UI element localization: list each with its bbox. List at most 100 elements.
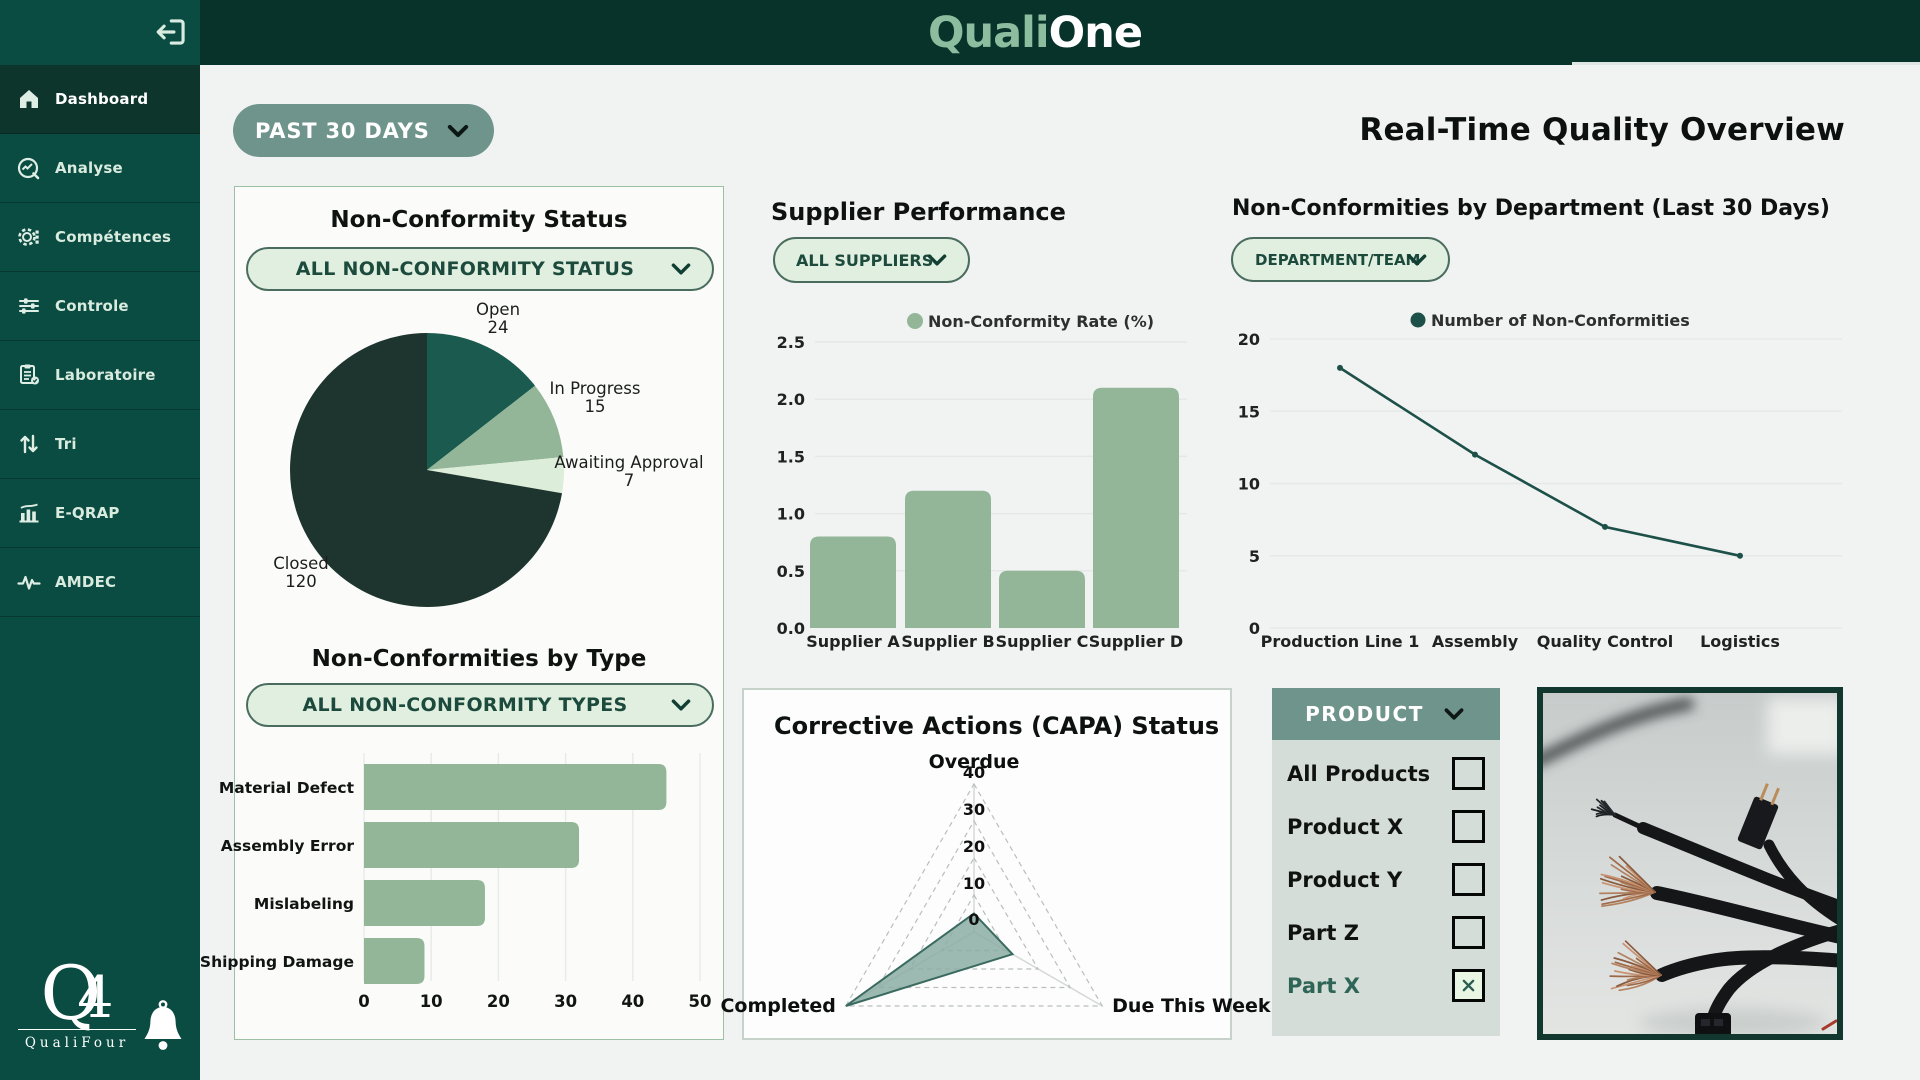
- supplier-performance-title: Supplier Performance: [771, 198, 1066, 226]
- y-tick: 1.0: [777, 505, 805, 524]
- product-filter-label: PRODUCT: [1305, 702, 1424, 726]
- pie-label-closed: Closed: [273, 554, 328, 573]
- y-label-assembly-error: Assembly Error: [221, 837, 355, 855]
- radar-ring: [844, 782, 1104, 1007]
- notifications-button[interactable]: [138, 998, 188, 1056]
- supplier-performance-bar-chart: Non-Conformity Rate (%) 0.0 0.5 1.0 1.5 2.0 2.…: [777, 312, 1187, 651]
- nc-type-filter-dropdown[interactable]: ALL NON-CONFORMITY TYPES: [246, 683, 714, 727]
- x-tick-supplier-b: Supplier B: [901, 632, 994, 651]
- pie-label-open: Open: [476, 300, 520, 319]
- product-option-product-x[interactable]: Product X: [1272, 800, 1500, 853]
- pie-label-awaiting-approval: Awaiting Approval: [554, 453, 703, 472]
- sidebar-item-amdec[interactable]: AMDEC: [0, 548, 200, 617]
- trend-line: [1339, 366, 1741, 558]
- bar-supplier-c: [999, 570, 1085, 628]
- chart-icon: [16, 500, 42, 526]
- x-tick-production-line-1: Production Line 1: [1261, 632, 1420, 651]
- wire-strand: [1603, 800, 1616, 816]
- data-point-quality-control: [1602, 523, 1608, 530]
- analytics-icon: [16, 155, 42, 181]
- page-title: Real-Time Quality Overview: [1359, 112, 1845, 148]
- product-option-all-products[interactable]: All Products: [1272, 747, 1500, 800]
- checkbox-unchecked[interactable]: [1452, 863, 1485, 896]
- bar-material-defect: [364, 764, 667, 810]
- checkbox-unchecked[interactable]: [1452, 916, 1485, 949]
- y-tick: 2.5: [777, 333, 805, 352]
- qualifour-logo: Q4 QualiFour: [18, 951, 136, 1051]
- sidebar-item-tri[interactable]: Tri: [0, 410, 200, 479]
- x-tick: 10: [420, 992, 443, 1011]
- pie-slice-awaiting-approval: [427, 457, 565, 494]
- y-tick: 0: [1249, 619, 1260, 638]
- data-point-logistics: [1737, 552, 1743, 559]
- y-tick: 10: [1238, 475, 1260, 494]
- collapse-sidebar-icon: [156, 19, 185, 45]
- sidebar-item-label: Controle: [55, 297, 129, 315]
- y-tick: 0.5: [777, 562, 805, 581]
- y-tick: 15: [1238, 402, 1260, 421]
- ring-tick: 0: [968, 910, 979, 929]
- product-option-label: Product X: [1287, 814, 1404, 839]
- product-option-part-z[interactable]: Part Z: [1272, 906, 1500, 959]
- x-tick-assembly: Assembly: [1432, 632, 1519, 651]
- product-option-part-x[interactable]: Part X: [1272, 959, 1500, 1012]
- product-option-label: Part X: [1287, 973, 1360, 998]
- nc-type-title: Non-Conformities by Type: [311, 646, 647, 672]
- nc-status-filter-label: ALL NON-CONFORMITY STATUS: [295, 258, 635, 280]
- qualifour-mark: Q4: [40, 951, 114, 1037]
- nc-type-filter-label: ALL NON-CONFORMITY TYPES: [302, 694, 628, 716]
- supplier-filter-dropdown[interactable]: ALL SUPPLIERS: [773, 237, 970, 283]
- axis-overdue: Overdue: [929, 751, 1020, 773]
- sidebar-item-dashboard[interactable]: Dashboard: [0, 65, 200, 134]
- axis-completed: Completed: [720, 995, 835, 1017]
- sidebar-item-analyse[interactable]: Analyse: [0, 134, 200, 203]
- department-filter-dropdown[interactable]: DEPARTMENT/TEAM: [1231, 237, 1450, 282]
- wire-strand: [1624, 940, 1662, 976]
- checkbox-unchecked[interactable]: [1452, 757, 1485, 790]
- legend-label: Non-Conformity Rate (%): [928, 312, 1154, 331]
- checkbox-checked[interactable]: [1452, 969, 1485, 1002]
- x-tick-supplier-a: Supplier A: [806, 632, 900, 651]
- x-tick: 20: [487, 992, 510, 1011]
- legend-label: Number of Non-Conformities: [1431, 311, 1690, 330]
- sidebar-item-controle[interactable]: Controle: [0, 272, 200, 341]
- bar-assembly-error: [364, 822, 580, 868]
- checkbox-unchecked[interactable]: [1452, 810, 1485, 843]
- data-point-production-line-1: [1337, 364, 1343, 371]
- gear-icon: [16, 224, 42, 250]
- y-tick: 20: [1238, 330, 1260, 349]
- capa-title: Corrective Actions (CAPA) Status: [774, 712, 1220, 740]
- sidebar-item-laboratoire[interactable]: Laboratoire: [0, 341, 200, 410]
- app-logo: Quali One: [175, 0, 1895, 65]
- capa-status-card: Corrective Actions (CAPA) Status 40 30 20 1…: [720, 688, 1271, 1040]
- radar-ring: [908, 856, 1040, 970]
- product-filter-dropdown[interactable]: PRODUCT: [1272, 688, 1500, 740]
- x-tick-quality-control: Quality Control: [1537, 632, 1674, 651]
- product-option-product-y[interactable]: Product Y: [1272, 853, 1500, 906]
- app-header: Quali One: [200, 0, 1920, 65]
- product-filter-panel: All Products Product X Product Y Part Z Part…: [1272, 740, 1500, 1036]
- supplier-filter-label: ALL SUPPLIERS: [796, 250, 934, 270]
- sidebar-item-label: Laboratoire: [55, 366, 156, 384]
- checked-x-icon: [1462, 979, 1475, 992]
- ring-tick: 30: [963, 800, 985, 819]
- x-tick: 0: [358, 992, 369, 1011]
- sidebar-item-e-qrap[interactable]: E-QRAP: [0, 479, 200, 548]
- time-range-dropdown[interactable]: PAST 30 DAYS: [233, 104, 494, 157]
- home-icon: [16, 86, 42, 112]
- nc-status-filter-dropdown[interactable]: ALL NON-CONFORMITY STATUS: [246, 247, 714, 291]
- sidebar-item-label: Tri: [55, 435, 77, 453]
- chevron-down-icon: [1444, 708, 1464, 720]
- x-tick-logistics: Logistics: [1700, 632, 1780, 651]
- y-tick: 2.0: [777, 390, 805, 409]
- product-option-label: Product Y: [1287, 867, 1403, 892]
- sidebar-collapse-button[interactable]: [153, 15, 187, 49]
- sidebar: Dashboard Analyse Compétences Controle Labor…: [0, 0, 200, 1080]
- sidebar-item-competences[interactable]: Compétences: [0, 203, 200, 272]
- legend-dot: [907, 313, 923, 329]
- chevron-down-icon: [927, 254, 947, 266]
- pulse-icon: [16, 569, 42, 595]
- header-edge-highlight: [1572, 62, 1920, 65]
- department-filter-label: DEPARTMENT/TEAM: [1255, 250, 1421, 269]
- pie-slice-in-progress: [427, 385, 564, 470]
